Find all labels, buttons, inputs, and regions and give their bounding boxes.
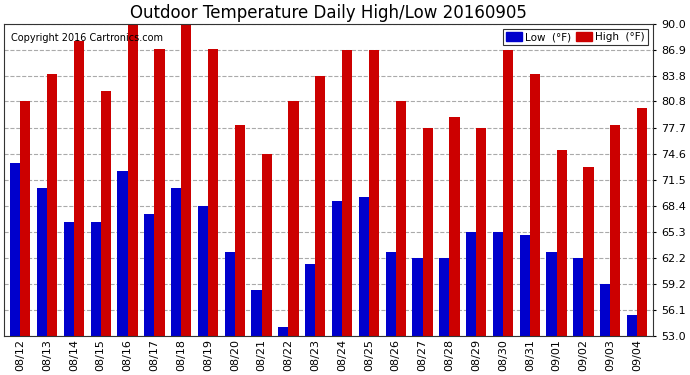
Bar — [332, 201, 342, 336]
Bar — [20, 101, 30, 336]
Bar — [117, 171, 128, 336]
Bar — [396, 101, 406, 336]
Bar — [181, 15, 191, 336]
Bar — [342, 50, 353, 336]
Bar — [47, 74, 57, 336]
Bar — [262, 154, 272, 336]
Bar — [278, 327, 288, 336]
Bar — [90, 222, 101, 336]
Bar — [235, 125, 245, 336]
Bar — [251, 290, 262, 336]
Bar — [627, 315, 637, 336]
Bar — [288, 101, 299, 336]
Bar — [520, 235, 530, 336]
Bar — [573, 258, 584, 336]
Bar — [476, 128, 486, 336]
Bar — [530, 74, 540, 336]
Bar — [37, 188, 47, 336]
Bar — [359, 197, 369, 336]
Bar — [546, 252, 557, 336]
Bar — [637, 108, 647, 336]
Bar — [315, 76, 326, 336]
Bar — [466, 232, 476, 336]
Bar — [503, 50, 513, 336]
Bar — [557, 150, 567, 336]
Bar — [155, 49, 164, 336]
Bar — [128, 15, 138, 336]
Bar — [101, 91, 111, 336]
Bar — [198, 206, 208, 336]
Bar — [610, 125, 620, 336]
Text: Copyright 2016 Cartronics.com: Copyright 2016 Cartronics.com — [10, 33, 163, 43]
Bar — [439, 258, 449, 336]
Bar — [493, 232, 503, 336]
Bar — [10, 163, 20, 336]
Bar — [208, 49, 218, 336]
Bar — [74, 40, 84, 336]
Bar — [171, 188, 181, 336]
Bar — [600, 284, 610, 336]
Title: Outdoor Temperature Daily High/Low 20160905: Outdoor Temperature Daily High/Low 20160… — [130, 4, 527, 22]
Bar — [584, 167, 593, 336]
Bar — [144, 214, 155, 336]
Bar — [422, 128, 433, 336]
Bar — [305, 264, 315, 336]
Bar — [386, 252, 396, 336]
Bar — [63, 222, 74, 336]
Bar — [369, 50, 379, 336]
Bar — [449, 117, 460, 336]
Bar — [225, 252, 235, 336]
Legend: Low  (°F), High  (°F): Low (°F), High (°F) — [503, 29, 648, 45]
Bar — [413, 258, 422, 336]
